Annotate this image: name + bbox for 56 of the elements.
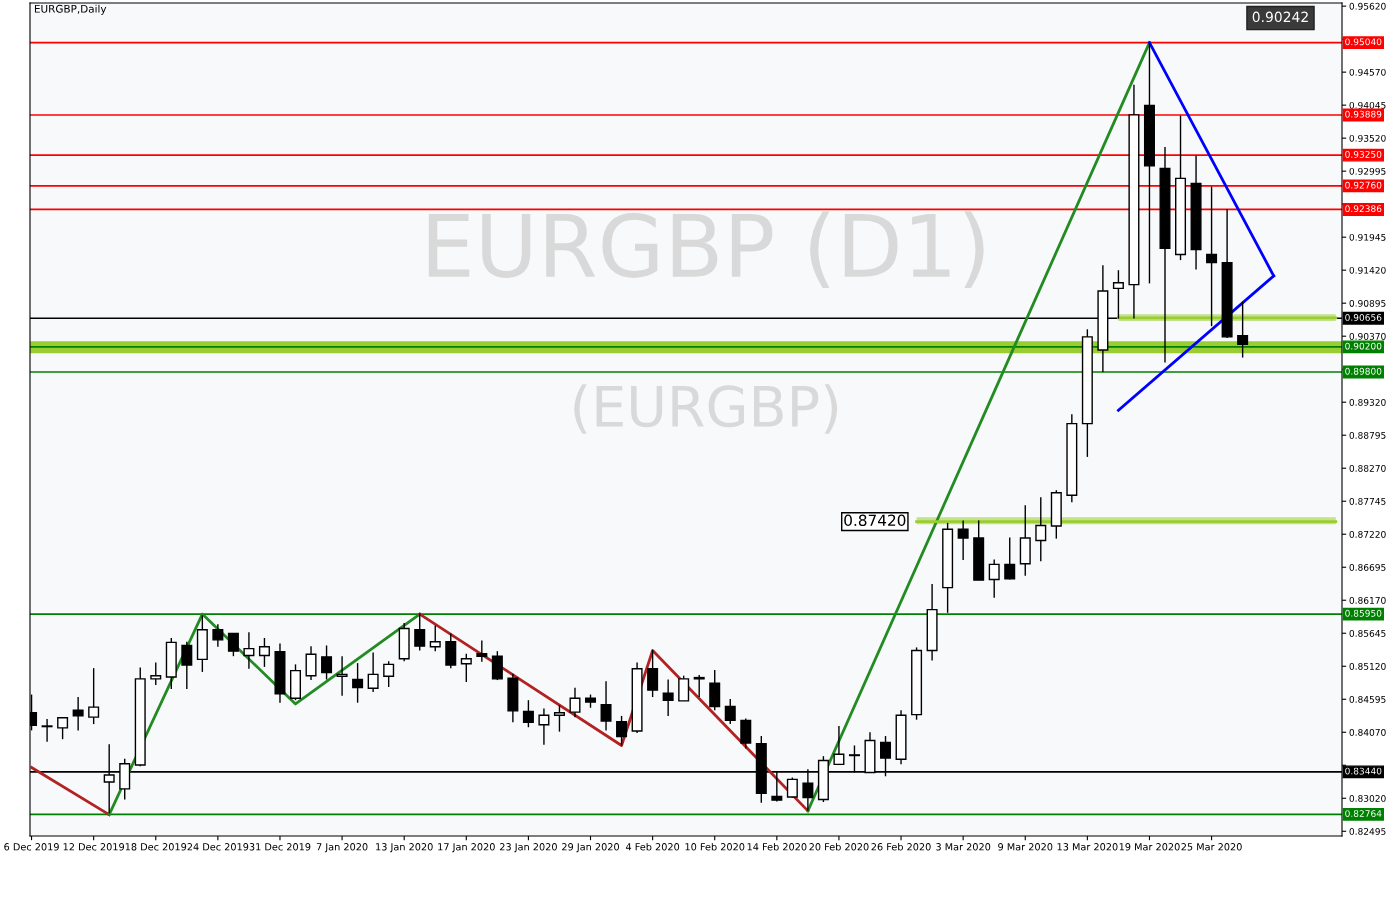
ref-line-label: 0.89800 <box>1345 367 1382 375</box>
x-tick-label: 13 Mar 2020 <box>1057 843 1118 851</box>
x-tick-label: 3 Mar 2020 <box>936 843 991 851</box>
x-tick-label: 9 Mar 2020 <box>998 843 1053 851</box>
chart-title: EURGBP,Daily <box>34 4 107 15</box>
y-tick-label: 0.87220 <box>1349 530 1386 538</box>
ref-line-label: 0.90656 <box>1345 314 1382 321</box>
y-tick-label: 0.88795 <box>1349 431 1386 439</box>
ref-line-label: 0.92760 <box>1345 181 1382 189</box>
y-tick-label: 0.85645 <box>1349 629 1386 637</box>
x-tick-label: 12 Dec 2019 <box>63 843 125 851</box>
y-tick-label: 0.90370 <box>1349 332 1386 340</box>
y-tick-label: 0.94570 <box>1349 68 1386 76</box>
ref-line-label: 0.85950 <box>1345 609 1382 617</box>
y-tick-label: 0.85120 <box>1349 662 1386 670</box>
y-tick-label: 0.84595 <box>1349 695 1386 703</box>
ref-line-label: 0.82764 <box>1345 810 1382 817</box>
x-tick-label: 18 Dec 2019 <box>125 843 187 851</box>
y-tick-label: 0.89320 <box>1349 398 1386 406</box>
x-tick-label: 31 Dec 2019 <box>249 843 311 851</box>
y-tick-label: 0.84070 <box>1349 729 1386 736</box>
y-tick-label: 0.92995 <box>1349 167 1386 175</box>
x-tick-label: 4 Feb 2020 <box>625 842 680 851</box>
annotation: 0.90242 <box>1252 11 1308 23</box>
x-tick-label: 6 Dec 2019 <box>4 843 59 851</box>
x-tick-label: 25 Mar 2020 <box>1181 843 1242 851</box>
y-tick-label: 0.88270 <box>1349 464 1386 472</box>
y-tick-label: 0.86170 <box>1349 596 1386 604</box>
y-tick-label: 0.90895 <box>1349 299 1386 307</box>
ref-line-label: 0.93889 <box>1345 110 1382 118</box>
ref-line-label: 0.93250 <box>1345 150 1382 158</box>
y-tick-label: 0.91420 <box>1349 266 1386 274</box>
x-tick-label: 7 Jan 2020 <box>316 843 368 853</box>
y-tick-label: 0.82495 <box>1349 828 1386 835</box>
ref-line-label: 0.95040 <box>1345 38 1382 46</box>
x-tick-label: 26 Feb 2020 <box>871 842 931 851</box>
x-tick-label: 14 Feb 2020 <box>747 842 807 851</box>
y-tick-label: 0.83020 <box>1349 795 1386 802</box>
ref-line-label: 0.92386 <box>1345 205 1382 213</box>
x-tick-label: 23 Jan 2020 <box>499 843 557 853</box>
y-tick-label: 0.86695 <box>1349 563 1386 571</box>
ref-line-label: 0.90200 <box>1345 342 1382 350</box>
y-tick-label: 0.94045 <box>1349 101 1386 109</box>
x-tick-label: 20 Feb 2020 <box>809 842 869 851</box>
x-tick-label: 17 Jan 2020 <box>438 843 495 853</box>
y-tick-label: 0.87745 <box>1349 497 1386 505</box>
x-tick-label: 10 Feb 2020 <box>685 842 745 851</box>
x-tick-label: 19 Mar 2020 <box>1119 843 1180 851</box>
x-tick-label: 24 Dec 2019 <box>187 843 249 851</box>
ref-line-label: 0.83440 <box>1345 767 1382 775</box>
x-tick-label: 13 Jan 2020 <box>376 843 433 853</box>
x-tick-label: 29 Jan 2020 <box>562 843 620 853</box>
annotation: 0.87420 <box>844 514 906 527</box>
y-tick-label: 0.91945 <box>1349 233 1386 241</box>
y-tick-label: 0.93520 <box>1349 134 1386 142</box>
y-tick-label: 0.95620 <box>1349 2 1386 10</box>
